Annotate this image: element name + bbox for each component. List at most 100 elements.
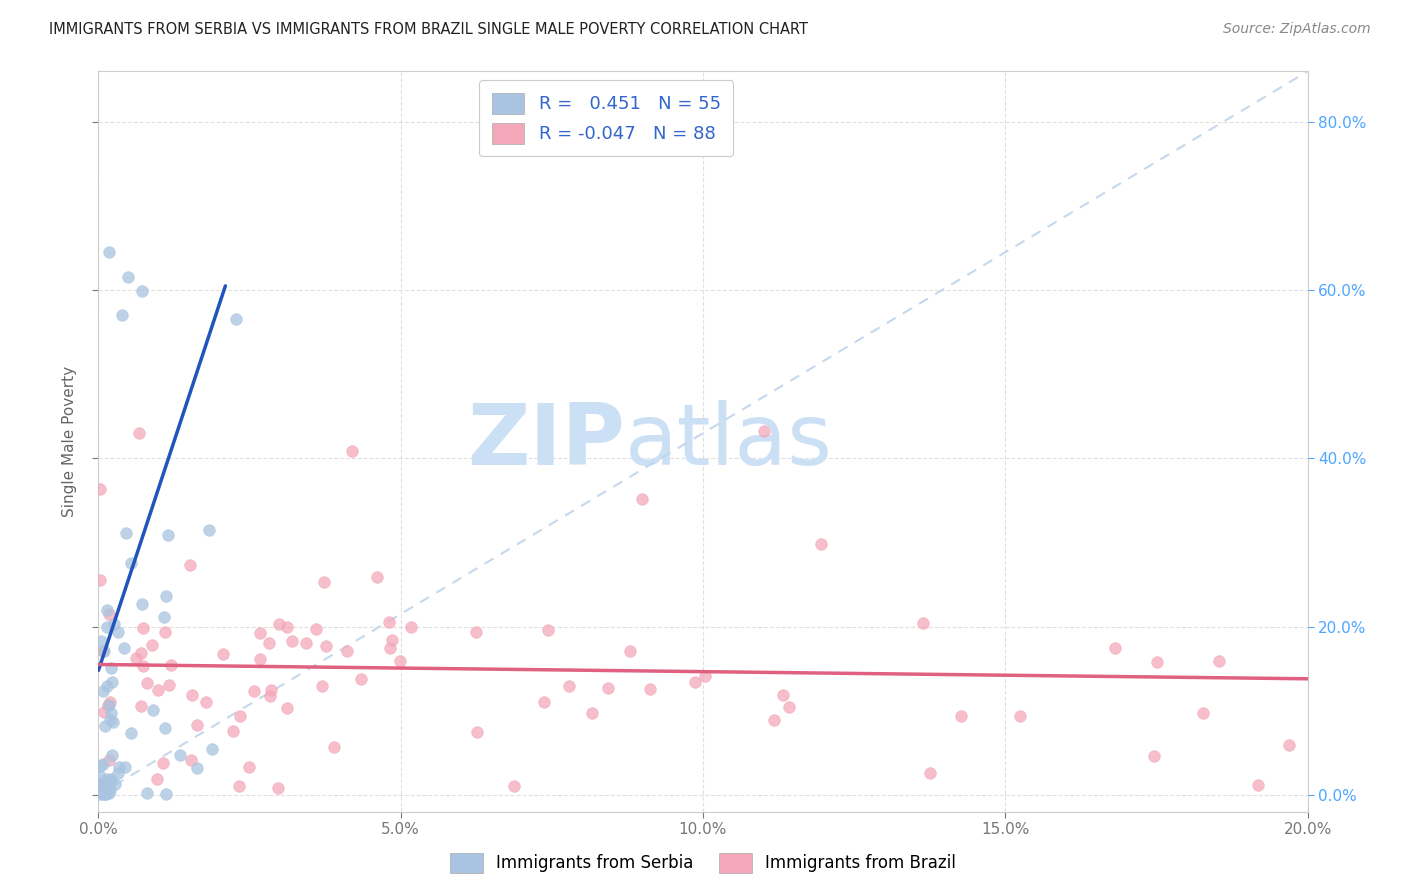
Point bbox=[93, 778, 115, 792]
Point bbox=[276, 620, 298, 634]
Point bbox=[242, 683, 264, 698]
Point bbox=[146, 682, 169, 697]
Point bbox=[103, 617, 125, 632]
Point bbox=[314, 574, 336, 589]
Point bbox=[107, 624, 129, 639]
Point bbox=[1192, 706, 1215, 721]
Point bbox=[104, 777, 127, 791]
Point bbox=[752, 424, 775, 438]
Point bbox=[631, 491, 654, 506]
Point bbox=[93, 643, 115, 657]
Point bbox=[98, 783, 121, 797]
Point bbox=[97, 698, 120, 713]
Point bbox=[112, 641, 135, 656]
Point bbox=[259, 690, 281, 704]
Point bbox=[249, 625, 271, 640]
Point bbox=[120, 726, 142, 740]
Point bbox=[619, 643, 641, 657]
Point bbox=[638, 681, 661, 696]
Text: atlas: atlas bbox=[624, 400, 832, 483]
Point bbox=[101, 714, 124, 729]
Point bbox=[131, 597, 153, 611]
Point bbox=[89, 787, 111, 801]
Point bbox=[107, 766, 129, 780]
Point bbox=[1146, 655, 1168, 669]
Point bbox=[267, 780, 290, 795]
Y-axis label: Single Male Poverty: Single Male Poverty bbox=[62, 366, 77, 517]
Point bbox=[228, 779, 250, 793]
Point bbox=[100, 706, 122, 720]
Point bbox=[169, 748, 191, 763]
Point bbox=[315, 639, 337, 653]
Point bbox=[128, 426, 150, 441]
Point bbox=[136, 676, 159, 690]
Point bbox=[305, 622, 328, 636]
Point bbox=[117, 269, 139, 284]
Point bbox=[366, 570, 388, 584]
Point bbox=[911, 615, 934, 630]
Point bbox=[1208, 655, 1230, 669]
Point bbox=[465, 625, 488, 640]
Point bbox=[156, 528, 179, 542]
Point bbox=[98, 774, 121, 789]
Point bbox=[1008, 709, 1031, 723]
Point bbox=[1104, 641, 1126, 656]
Point bbox=[238, 760, 260, 774]
Point bbox=[401, 620, 423, 634]
Point bbox=[93, 787, 115, 801]
Point bbox=[98, 607, 121, 621]
Point bbox=[950, 708, 973, 723]
Point bbox=[186, 761, 208, 775]
Point bbox=[100, 661, 122, 675]
Point bbox=[581, 706, 603, 720]
Point bbox=[98, 245, 121, 260]
Point bbox=[212, 647, 235, 661]
Point bbox=[101, 747, 124, 762]
Point bbox=[89, 779, 111, 793]
Point bbox=[89, 574, 111, 588]
Point bbox=[89, 776, 111, 790]
Point bbox=[186, 718, 208, 732]
Point bbox=[90, 633, 112, 648]
Point bbox=[98, 695, 121, 709]
Point bbox=[378, 615, 401, 630]
Point bbox=[181, 688, 204, 702]
Point bbox=[388, 654, 411, 668]
Legend: R =   0.451   N = 55, R = -0.047   N = 88: R = 0.451 N = 55, R = -0.047 N = 88 bbox=[479, 80, 734, 156]
Point bbox=[136, 786, 159, 800]
Point bbox=[129, 699, 152, 714]
Point bbox=[323, 739, 346, 754]
Point bbox=[96, 698, 118, 712]
Point bbox=[142, 703, 165, 717]
Point bbox=[131, 284, 153, 298]
Point bbox=[153, 610, 176, 624]
Point bbox=[98, 786, 121, 800]
Point bbox=[101, 675, 124, 690]
Point bbox=[155, 589, 177, 603]
Point bbox=[598, 681, 620, 695]
Point bbox=[533, 695, 555, 709]
Point bbox=[683, 675, 706, 690]
Point bbox=[693, 669, 716, 683]
Point bbox=[763, 713, 786, 727]
Point bbox=[91, 683, 114, 698]
Point bbox=[381, 633, 404, 648]
Point bbox=[89, 483, 111, 497]
Point bbox=[155, 624, 177, 639]
Point bbox=[155, 787, 177, 801]
Point bbox=[350, 672, 373, 686]
Point bbox=[153, 721, 176, 735]
Point bbox=[179, 558, 201, 572]
Point bbox=[295, 636, 318, 650]
Point bbox=[89, 758, 111, 772]
Point bbox=[98, 713, 121, 727]
Point bbox=[129, 646, 152, 660]
Point bbox=[558, 679, 581, 693]
Point bbox=[778, 700, 800, 714]
Point bbox=[257, 636, 280, 650]
Point bbox=[93, 705, 115, 719]
Point bbox=[267, 616, 290, 631]
Point bbox=[772, 688, 794, 702]
Point bbox=[311, 679, 333, 693]
Point bbox=[276, 700, 298, 714]
